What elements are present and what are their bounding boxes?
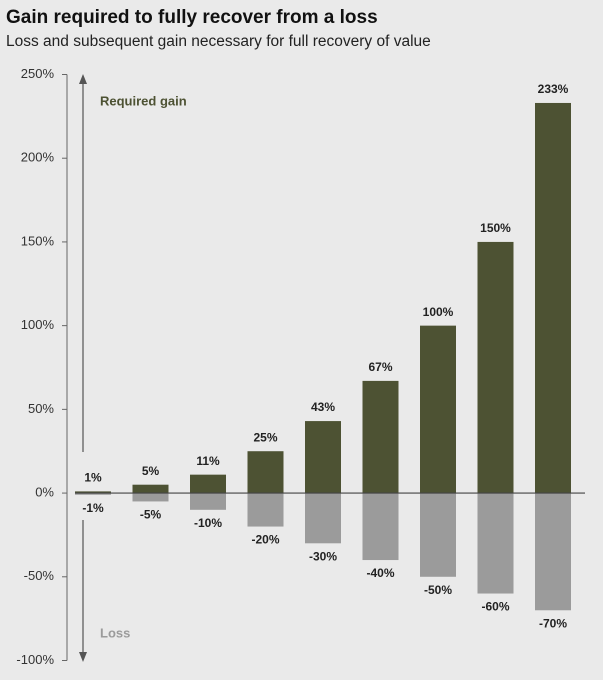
data-label: 233%	[538, 82, 569, 96]
bar	[305, 421, 341, 494]
bar	[132, 484, 169, 494]
bar	[362, 380, 399, 494]
bar	[190, 493, 226, 510]
bar	[190, 474, 226, 494]
data-label: 1%	[84, 471, 102, 485]
bar	[247, 451, 284, 494]
series-label: Required gain	[100, 93, 187, 108]
data-label: -20%	[251, 533, 279, 547]
bar	[75, 491, 111, 494]
bar	[247, 493, 284, 527]
data-label: 100%	[423, 305, 454, 319]
bar	[535, 102, 571, 494]
chart-subtitle: Loss and subsequent gain necessary for f…	[6, 33, 431, 50]
data-label: -5%	[140, 508, 162, 522]
y-tick-label: -50%	[24, 568, 55, 583]
data-label: 43%	[311, 400, 335, 414]
bar	[420, 325, 456, 494]
bar	[362, 493, 399, 561]
data-label: 25%	[253, 430, 277, 444]
bar	[535, 493, 571, 611]
chart-title: Gain required to fully recover from a lo…	[6, 7, 378, 28]
bar	[477, 241, 514, 494]
bar	[75, 493, 111, 495]
y-tick-label: 200%	[21, 150, 55, 165]
y-tick-label: 250%	[21, 66, 55, 81]
data-label: -40%	[366, 566, 394, 580]
y-tick-label: 0%	[35, 485, 54, 500]
bar	[420, 493, 456, 577]
y-tick-label: 50%	[28, 401, 54, 416]
data-label: -50%	[424, 583, 452, 597]
arrows	[79, 74, 87, 662]
data-label: -1%	[82, 501, 104, 515]
data-label: -70%	[539, 616, 567, 630]
data-label: 150%	[480, 221, 511, 235]
data-label: 5%	[142, 464, 160, 478]
y-tick-label: 100%	[21, 317, 55, 332]
loss-arrow-head	[79, 652, 87, 662]
bar	[477, 493, 514, 594]
data-label: 11%	[196, 454, 220, 468]
bar	[132, 493, 169, 502]
data-label: -30%	[309, 549, 337, 563]
series-label: Loss	[100, 625, 130, 640]
y-tick-label: -100%	[16, 652, 54, 667]
bar	[305, 493, 341, 544]
data-label: -10%	[194, 516, 222, 530]
y-tick-label: 150%	[21, 233, 55, 248]
data-label: 67%	[368, 360, 392, 374]
gain-arrow-head	[79, 74, 87, 84]
data-label: -60%	[481, 600, 509, 614]
